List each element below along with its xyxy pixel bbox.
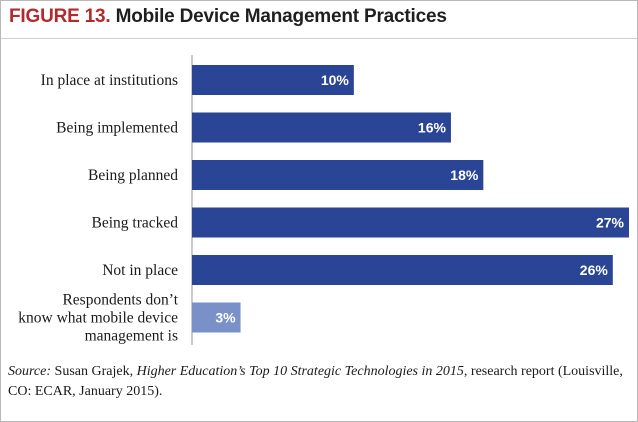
bar-value-label: 18% (450, 167, 479, 183)
category-label-line: Respondents don’t (62, 292, 178, 309)
category-label-line: Being implemented (56, 120, 178, 137)
bar (192, 207, 629, 238)
figure-name: Mobile Device Management Practices (115, 6, 447, 27)
figure-number: FIGURE 13. (9, 6, 111, 27)
category-label: Being implemented (56, 120, 178, 137)
category-label-line: know what mobile device (18, 310, 178, 327)
category-label: Respondents don’t know what mobile device… (18, 292, 178, 345)
bar (192, 65, 354, 95)
bar-value-label: 26% (580, 262, 609, 278)
bar (192, 255, 613, 285)
bar (192, 302, 241, 333)
source-details: , research report (Louisville, CO: ECAR,… (8, 364, 623, 399)
bar-chart: 10% In place at institutions 16% Being impl… (18, 55, 629, 345)
category-label: In place at institutions (41, 72, 178, 89)
bar-value-label: 27% (596, 215, 625, 231)
bar (192, 160, 484, 190)
figure-title: FIGURE 13. Mobile Device Management Prac… (9, 6, 447, 28)
category-label-line: management is (85, 328, 178, 345)
category-label-line: Being planned (88, 167, 178, 184)
bar-value-label: 16% (418, 120, 447, 136)
category-label: Not in place (102, 262, 178, 279)
source-note: Source: Susan Grajek, Higher Education’s… (8, 362, 628, 402)
source-work: Higher Education’s Top 10 Strategic Tech… (136, 364, 464, 379)
category-label: Being planned (88, 167, 178, 184)
category-label-line: Being tracked (91, 215, 178, 232)
category-label-line: Not in place (102, 262, 178, 279)
bar (192, 112, 451, 143)
category-label: Being tracked (91, 215, 178, 232)
source-author: Susan Grajek, (51, 364, 137, 379)
category-label-line: In place at institutions (41, 72, 178, 89)
bar-value-label: 10% (321, 72, 350, 88)
title-divider (1, 38, 637, 39)
source-label: Source: (8, 364, 52, 379)
bar-value-label: 3% (215, 310, 236, 326)
